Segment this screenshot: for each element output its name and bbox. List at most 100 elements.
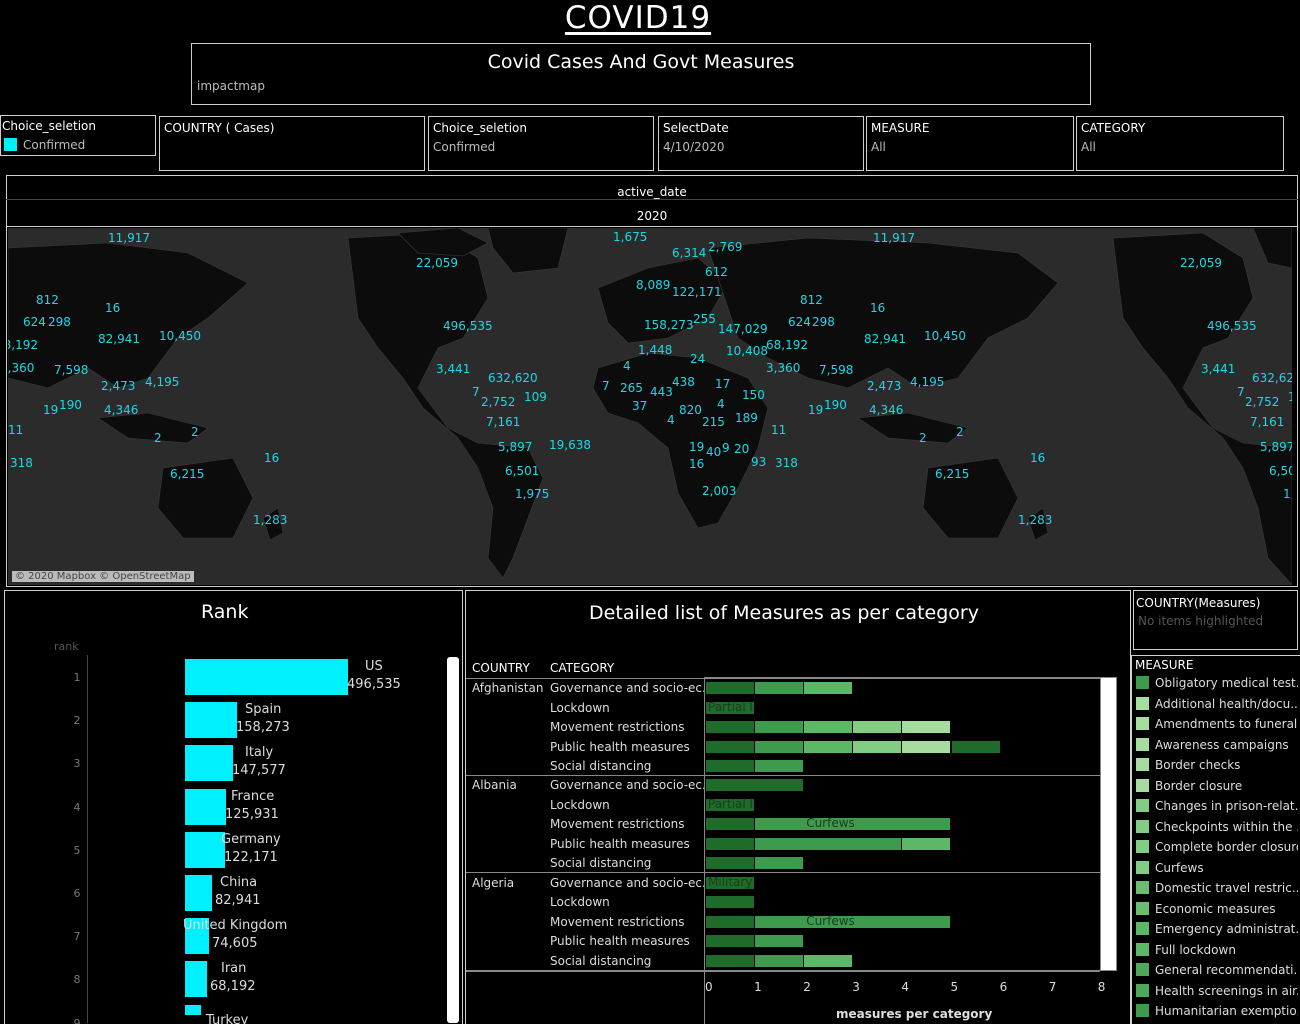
map-case-label[interactable]: 2	[919, 431, 927, 445]
measure-bar-segment[interactable]	[706, 798, 755, 811]
map-case-label[interactable]: 4	[717, 397, 725, 411]
country-label[interactable]: Albania	[472, 778, 517, 793]
map-case-label[interactable]: 10,408	[726, 344, 768, 358]
map-case-label[interactable]: 812	[800, 293, 823, 307]
map-case-label[interactable]: 189	[735, 411, 758, 425]
map-case-label[interactable]: 2	[191, 425, 199, 439]
measure-legend-item[interactable]: Awareness campaigns	[1136, 737, 1298, 752]
measure-legend-item[interactable]: Health screenings in air..	[1136, 983, 1298, 998]
map-case-label[interactable]: 68,192	[8, 338, 38, 352]
measure-bar-segment[interactable]	[804, 740, 853, 753]
measure-bar-segment[interactable]	[755, 760, 804, 772]
map-case-label[interactable]: 6,501	[505, 464, 540, 478]
measure-bar-segment[interactable]	[755, 935, 804, 948]
map-case-label[interactable]: 820	[679, 403, 702, 417]
measure-bar-segment[interactable]	[755, 954, 804, 967]
map-case-label[interactable]: 8,089	[636, 278, 671, 292]
choice-legend[interactable]: Choice_seletion Confirmed	[0, 115, 156, 156]
rank-bar[interactable]	[185, 788, 226, 825]
map-case-label[interactable]: 6,501	[1269, 464, 1292, 478]
map-case-label[interactable]: 1,448	[638, 343, 673, 357]
map-case-label[interactable]: 6,215	[170, 467, 205, 481]
map-case-label[interactable]: 2,003	[702, 484, 737, 498]
map-case-label[interactable]: 632,620	[488, 371, 538, 385]
choice-selection-value[interactable]: Confirmed	[433, 140, 496, 154]
timeline-value[interactable]: 2020	[636, 209, 668, 223]
map-case-label[interactable]: 7,161	[486, 415, 521, 429]
map-case-label[interactable]: 1,283	[253, 513, 288, 527]
measure-bar-segment[interactable]	[706, 721, 755, 733]
map-case-label[interactable]: 16	[1030, 451, 1046, 465]
measure-bar-segment[interactable]	[902, 837, 951, 850]
map-case-label[interactable]: 19	[808, 403, 824, 417]
measure-filter[interactable]: MEASURE All	[866, 116, 1074, 171]
measure-legend-item[interactable]: Curfews	[1136, 860, 1298, 875]
map-case-label[interactable]: 812	[36, 293, 59, 307]
map-case-label[interactable]: 443	[650, 385, 673, 399]
map-case-label[interactable]: 10	[1288, 390, 1292, 404]
measure-bar-segment[interactable]	[755, 721, 804, 733]
map-case-label[interactable]: 82,941	[98, 332, 140, 346]
map-case-label[interactable]: 20	[734, 442, 750, 456]
map-case-label[interactable]: 318	[775, 456, 798, 470]
measure-bar-segment[interactable]	[706, 701, 755, 714]
measure-bar-segment[interactable]	[706, 935, 755, 948]
map-case-label[interactable]: 2,752	[481, 395, 516, 409]
rank-bar[interactable]	[185, 961, 207, 998]
measure-legend-item[interactable]: Economic measures	[1136, 901, 1298, 916]
measure-bar-segment[interactable]	[755, 915, 951, 928]
map-case-label[interactable]: 150	[742, 388, 765, 402]
country-cases-filter[interactable]: COUNTRY ( Cases)	[159, 116, 425, 171]
map-case-label[interactable]: 16	[870, 301, 886, 315]
measure-bar-segment[interactable]	[706, 876, 755, 889]
map-attribution[interactable]: © 2020 Mapbox © OpenStreetMap	[12, 571, 194, 582]
map-case-label[interactable]: 298	[812, 315, 835, 329]
map-case-label[interactable]: 16	[689, 457, 705, 471]
measure-bar-segment[interactable]	[755, 818, 951, 831]
map-case-label[interactable]: 68,192	[766, 338, 808, 352]
map-case-label[interactable]: 255	[693, 312, 716, 326]
map-case-label[interactable]: 632,620	[1252, 371, 1292, 385]
map-case-label[interactable]: 1,675	[613, 230, 648, 244]
measures-scrollbar[interactable]	[1100, 677, 1117, 971]
category-filter-value[interactable]: All	[1081, 140, 1096, 154]
measure-bar-segment[interactable]	[755, 740, 804, 753]
country-measures-panel[interactable]: COUNTRY(Measures) No items highlighted	[1133, 590, 1298, 650]
map-case-label[interactable]: 17	[715, 377, 731, 391]
map-case-label[interactable]: 82,941	[864, 332, 906, 346]
measure-bar-segment[interactable]	[902, 740, 951, 753]
measure-legend-item[interactable]: Obligatory medical test..	[1136, 676, 1298, 690]
measure-legend-item[interactable]: Additional health/docu..	[1136, 696, 1298, 711]
map-case-label[interactable]: 7	[472, 385, 480, 399]
select-date-filter[interactable]: SelectDate 4/10/2020	[658, 116, 864, 171]
map-case-label[interactable]: 7,598	[54, 363, 89, 377]
map-case-label[interactable]: 22,059	[416, 256, 458, 270]
rank-bar[interactable]	[185, 918, 209, 955]
choice-selection-filter[interactable]: Choice_seletion Confirmed	[428, 116, 654, 171]
map-case-label[interactable]: 3,441	[1201, 362, 1236, 376]
measure-bar-segment[interactable]	[706, 954, 755, 967]
measure-legend-item[interactable]: Amendments to funeral..	[1136, 717, 1298, 731]
measure-bar-segment[interactable]	[706, 740, 755, 753]
measure-bar-segment[interactable]	[902, 721, 951, 733]
rank-bar[interactable]	[185, 875, 212, 911]
map-case-label[interactable]: 4,195	[145, 375, 180, 389]
map-case-label[interactable]: 24	[690, 352, 706, 366]
map-case-label[interactable]: 11	[771, 423, 787, 437]
map-case-label[interactable]: 10,450	[159, 329, 201, 343]
map-case-label[interactable]: 318	[10, 456, 33, 470]
map-case-label[interactable]: 22,059	[1180, 256, 1222, 270]
map-case-label[interactable]: 7,598	[819, 363, 854, 377]
measure-bar-segment[interactable]	[853, 721, 902, 733]
map-case-label[interactable]: 40	[706, 445, 722, 459]
measure-bar-segment[interactable]	[706, 818, 755, 831]
measure-bar-segment[interactable]	[706, 837, 755, 850]
measure-legend-item[interactable]: Changes in prison-relat..	[1136, 799, 1298, 813]
rank-bar[interactable]	[185, 831, 225, 868]
map-case-label[interactable]: 190	[59, 398, 82, 412]
map-case-label[interactable]: 2	[154, 431, 162, 445]
map-case-label[interactable]: 215	[702, 415, 725, 429]
map-case-label[interactable]: 3,360	[766, 361, 801, 375]
measure-legend-item[interactable]: Full lockdown	[1136, 942, 1298, 957]
map-case-label[interactable]: 11,917	[108, 231, 150, 245]
